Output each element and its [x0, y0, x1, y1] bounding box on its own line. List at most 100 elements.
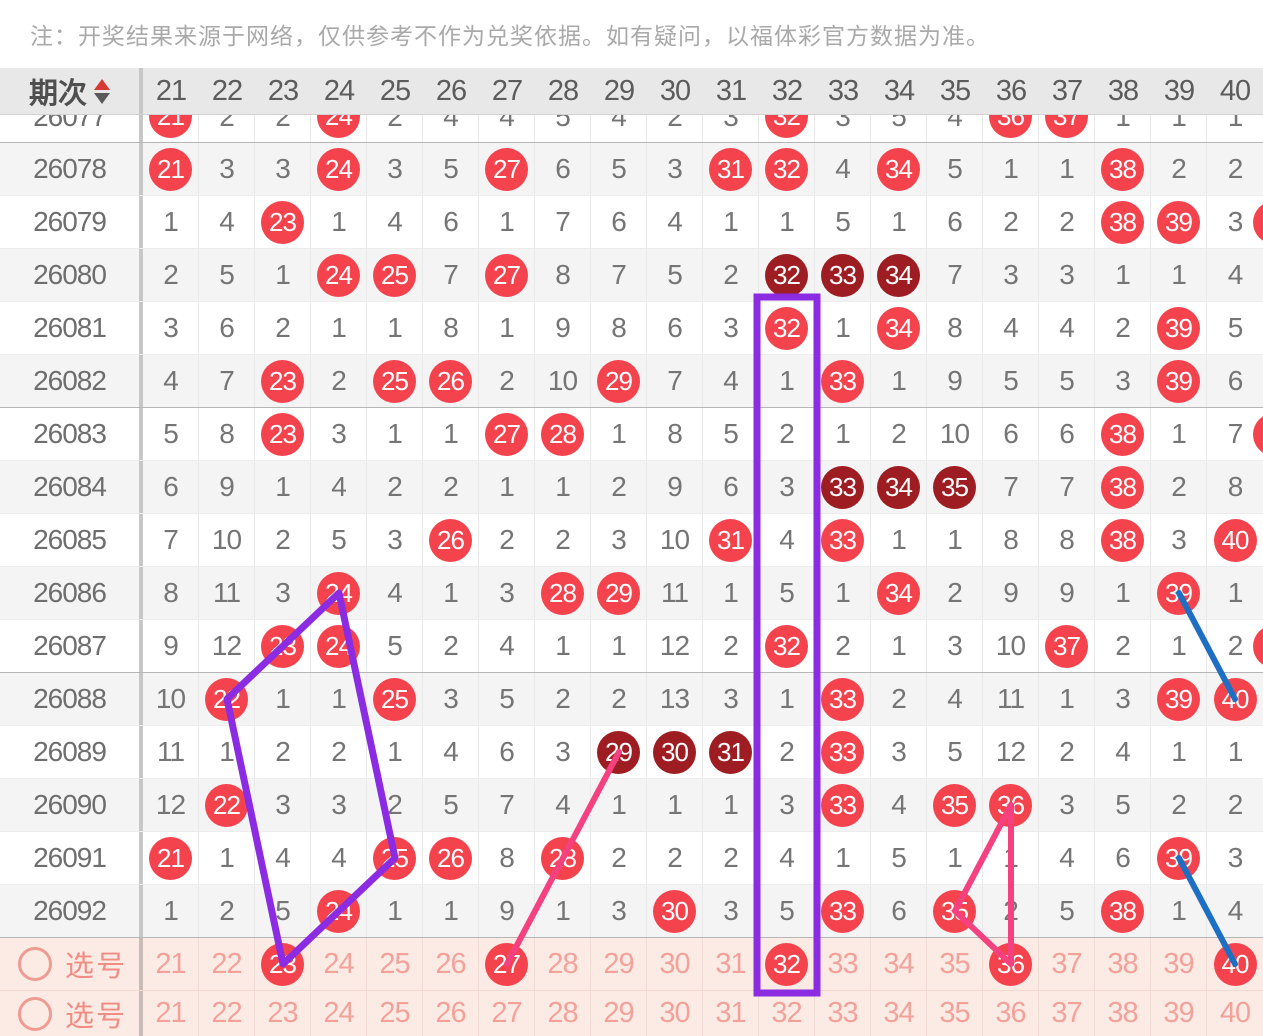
- cell-26080-26: 7: [423, 249, 479, 301]
- pick-number-38[interactable]: 38: [1095, 991, 1151, 1036]
- cell-26084-27: 1: [479, 461, 535, 513]
- cell-26079-27: 1: [479, 196, 535, 248]
- pick-number-37[interactable]: 37: [1039, 991, 1095, 1036]
- selected-number-ball-27[interactable]: 27: [485, 942, 528, 986]
- pick-number-39[interactable]: 39: [1151, 938, 1207, 990]
- pick-number-25[interactable]: 25: [367, 938, 423, 990]
- pick-number-34[interactable]: 34: [871, 938, 927, 990]
- pick-number-23[interactable]: 23: [255, 938, 311, 990]
- cell-26090-35: 35: [927, 779, 983, 831]
- winning-ball-29: 29: [597, 571, 640, 615]
- pick-number-23[interactable]: 23: [255, 991, 311, 1036]
- cell-26086-25: 4: [367, 567, 423, 619]
- pick-number-40[interactable]: 40: [1219, 997, 1251, 1029]
- pick-number-29[interactable]: 29: [591, 991, 647, 1036]
- select-row-radio[interactable]: [18, 947, 52, 981]
- cell-26082-24: 2: [311, 355, 367, 407]
- pick-number-24[interactable]: 24: [311, 991, 367, 1036]
- cell-26089-35: 5: [927, 726, 983, 778]
- pick-number-29[interactable]: 29: [591, 938, 647, 990]
- column-header-21: 21: [155, 74, 187, 107]
- pick-number-35[interactable]: 35: [927, 938, 983, 990]
- cell-26081-29: 8: [591, 302, 647, 354]
- pick-number-26[interactable]: 26: [423, 991, 479, 1036]
- cell-26081-32: 32: [759, 302, 815, 354]
- pick-number-30[interactable]: 30: [647, 938, 703, 990]
- cell-26092-35: 35: [927, 885, 983, 937]
- cell-26089-37: 2: [1039, 726, 1095, 778]
- table-row-26077: 26077 21 2 2 24 2 4 4 5 4 2 3 32 3 5 4 36 37 1 1 1: [0, 115, 1263, 142]
- sort-ascending-icon[interactable]: [94, 78, 110, 90]
- cell-26077-23: 2: [255, 115, 311, 142]
- table-row-26086: 26086 8 11 3 24 4 1 3 28 29 11 1 5 1 34 2 9 9 1 39 1: [0, 567, 1263, 620]
- cell-26090-31: 1: [703, 779, 759, 831]
- cell-26086-37: 9: [1039, 567, 1095, 619]
- pick-number-40[interactable]: 40: [1207, 938, 1263, 990]
- pick-number-37[interactable]: 37: [1039, 938, 1095, 990]
- pick-number-39[interactable]: 39: [1151, 991, 1207, 1036]
- sort-icons[interactable]: [94, 78, 110, 104]
- pick-number-22[interactable]: 22: [199, 938, 255, 990]
- pick-number-36[interactable]: 36: [983, 938, 1039, 990]
- column-header-35: 35: [939, 74, 971, 107]
- cell-26085-29: 3: [591, 514, 647, 566]
- cell-26090-22: 22: [199, 779, 255, 831]
- cell-26090-30: 1: [647, 779, 703, 831]
- pick-number-28[interactable]: 28: [535, 938, 591, 990]
- winning-ball-38: 38: [1101, 147, 1144, 191]
- selected-number-ball-36[interactable]: 36: [989, 942, 1032, 986]
- winning-ball-39: 39: [1157, 200, 1200, 244]
- cell-26090-23: 3: [255, 779, 311, 831]
- period-column-header[interactable]: 期次: [0, 68, 143, 114]
- pick-number-27[interactable]: 27: [479, 991, 535, 1036]
- pick-number-28[interactable]: 28: [535, 991, 591, 1036]
- pick-number-32[interactable]: 32: [759, 991, 815, 1036]
- pick-number-31[interactable]: 31: [703, 991, 759, 1036]
- pick-number-33[interactable]: 33: [815, 991, 871, 1036]
- cell-26089-21: 11: [143, 726, 199, 778]
- pick-number-22[interactable]: 22: [199, 991, 255, 1036]
- pick-number-30[interactable]: 30: [647, 991, 703, 1036]
- winning-ball-25: 25: [373, 253, 416, 297]
- winning-ball-39: 39: [1157, 306, 1200, 350]
- repeat-ball-31: 31: [709, 730, 752, 774]
- cell-26085-34: 1: [871, 514, 927, 566]
- cell-26085-32: 4: [759, 514, 815, 566]
- cell-26083-30: 8: [647, 408, 703, 460]
- pick-number-21[interactable]: 21: [143, 991, 199, 1036]
- cell-26087-23: 23: [255, 620, 311, 672]
- pick-number-36[interactable]: 36: [983, 991, 1039, 1036]
- pick-number-32[interactable]: 32: [759, 938, 815, 990]
- period-cell: 26091: [0, 832, 143, 884]
- pick-number-24[interactable]: 24: [311, 938, 367, 990]
- cell-26089-24: 2: [311, 726, 367, 778]
- pick-number-34[interactable]: 34: [871, 991, 927, 1036]
- cell-26092-29: 3: [591, 885, 647, 937]
- pick-number-38[interactable]: 38: [1095, 938, 1151, 990]
- winning-ball-32: 32: [765, 147, 808, 191]
- winning-ball-24: 24: [317, 624, 360, 668]
- cell-26088-26: 3: [423, 673, 479, 725]
- select-row-radio[interactable]: [18, 996, 52, 1031]
- selected-number-ball-32[interactable]: 32: [765, 942, 808, 986]
- pick-number-33[interactable]: 33: [815, 938, 871, 990]
- pick-number-25[interactable]: 25: [367, 991, 423, 1036]
- pick-number-21[interactable]: 21: [143, 938, 199, 990]
- selected-number-ball-40[interactable]: 40: [1213, 942, 1257, 986]
- period-cell: 26089: [0, 726, 143, 778]
- cell-26078-35: 5: [927, 143, 983, 195]
- repeat-ball-35: 35: [933, 465, 976, 509]
- selected-number-ball-23[interactable]: 23: [261, 942, 304, 986]
- cell-26081-39: 39: [1151, 302, 1207, 354]
- cell-26092-32: 5: [759, 885, 815, 937]
- cell-26084-38: 38: [1095, 461, 1151, 513]
- pick-number-27[interactable]: 27: [479, 938, 535, 990]
- pick-number-35[interactable]: 35: [927, 991, 983, 1036]
- cell-26086-26: 1: [423, 567, 479, 619]
- cell-26084-37: 7: [1039, 461, 1095, 513]
- cell-26089-33: 33: [815, 726, 871, 778]
- pick-number-26[interactable]: 26: [423, 938, 479, 990]
- cell-26089-25: 1: [367, 726, 423, 778]
- pick-number-31[interactable]: 31: [703, 938, 759, 990]
- sort-descending-icon[interactable]: [94, 92, 110, 104]
